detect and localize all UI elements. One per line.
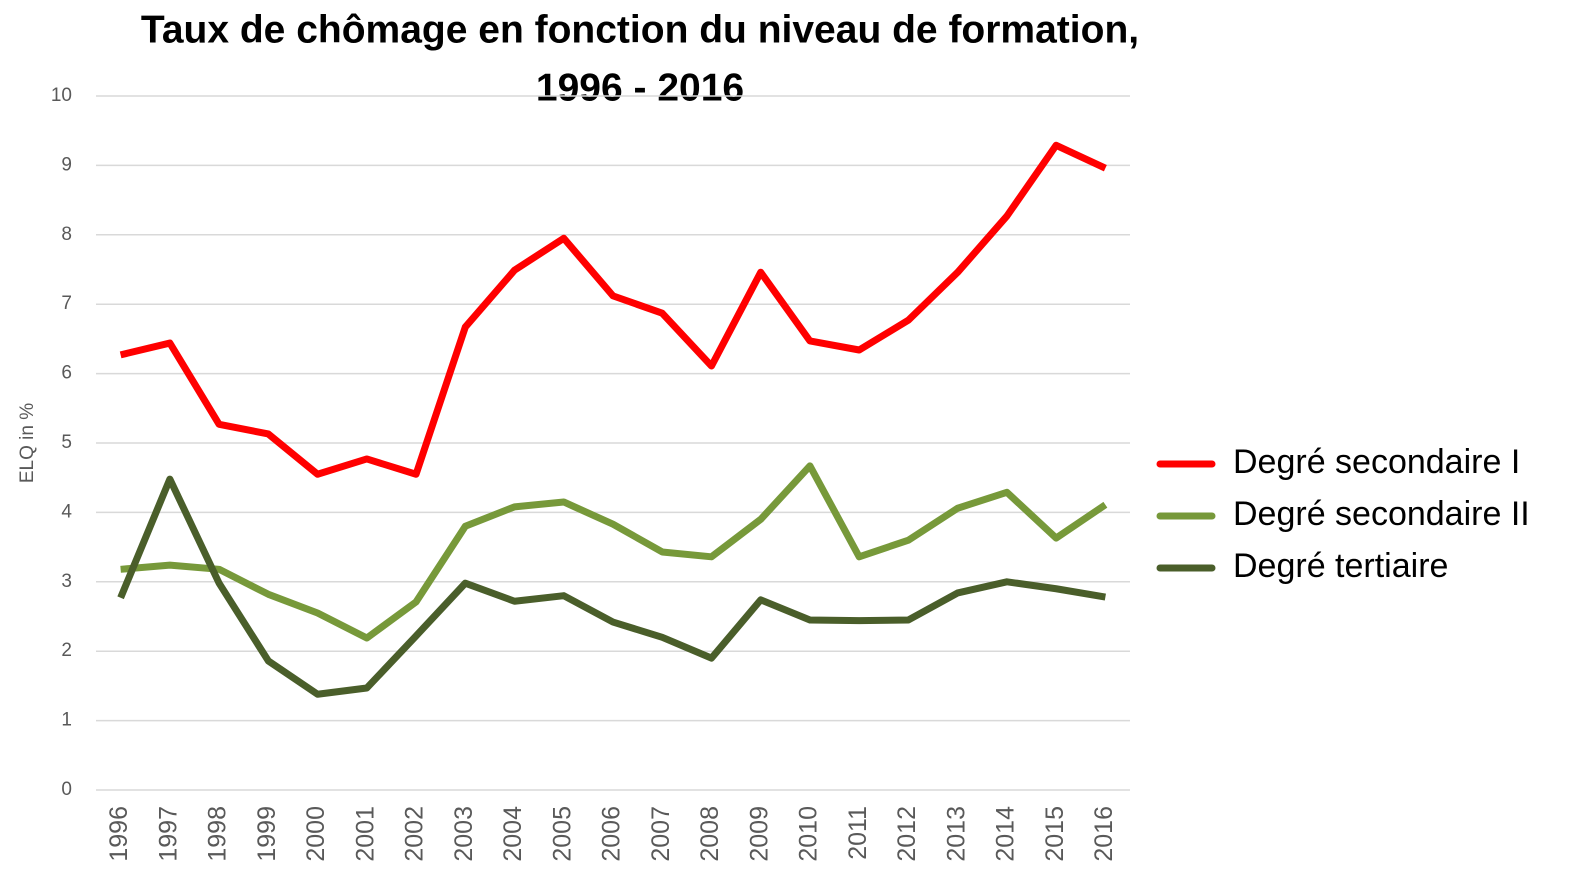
x-tick-label: 2016 — [1090, 806, 1118, 862]
y-tick-label: 9 — [61, 154, 72, 175]
x-tick-label: 2008 — [696, 806, 724, 862]
x-tick-label: 1999 — [253, 806, 281, 862]
x-tick-label: 2012 — [893, 806, 921, 862]
y-tick-label: 1 — [61, 710, 72, 731]
legend-label: Degré secondaire I — [1233, 443, 1520, 481]
x-tick-label: 1997 — [154, 806, 182, 862]
y-tick-label: 3 — [61, 571, 72, 592]
legend-label: Degré tertiaire — [1233, 547, 1448, 585]
x-tick-label: 2014 — [992, 806, 1020, 862]
chart-title: 1996 - 2016 — [536, 66, 744, 109]
y-tick-label: 4 — [61, 501, 72, 522]
x-tick-label: 2005 — [548, 806, 576, 862]
y-axis-label: ELQ in % — [17, 403, 38, 483]
x-tick-label: 2010 — [795, 806, 823, 862]
y-tick-label: 8 — [61, 224, 72, 245]
y-tick-label: 2 — [61, 640, 72, 661]
chart-title: Taux de chômage en fonction du niveau de… — [141, 8, 1139, 51]
x-tick-label: 2011 — [844, 806, 872, 860]
x-tick-label: 2007 — [647, 806, 675, 862]
x-tick-label: 2000 — [302, 806, 330, 862]
x-tick-label: 2009 — [745, 806, 773, 862]
x-tick-label: 2004 — [499, 806, 527, 862]
x-tick-label: 2001 — [351, 806, 379, 862]
series-line — [120, 462, 1108, 642]
x-tick-label: 2015 — [1041, 806, 1069, 862]
x-tick-label: 1998 — [204, 806, 232, 862]
legend-label: Degré secondaire II — [1233, 495, 1530, 533]
y-tick-label: 0 — [61, 779, 72, 800]
y-tick-label: 6 — [61, 363, 72, 384]
x-tick-label: 2002 — [401, 806, 429, 862]
y-tick-label: 7 — [61, 293, 72, 314]
x-tick-label: 2006 — [598, 806, 626, 862]
series-line — [117, 475, 1106, 698]
series-line — [119, 141, 1107, 478]
x-tick-label: 1996 — [105, 806, 133, 862]
y-tick-label: 10 — [51, 85, 72, 106]
x-tick-label: 2013 — [942, 806, 970, 862]
y-tick-label: 5 — [61, 432, 72, 453]
x-tick-label: 2003 — [450, 806, 478, 862]
